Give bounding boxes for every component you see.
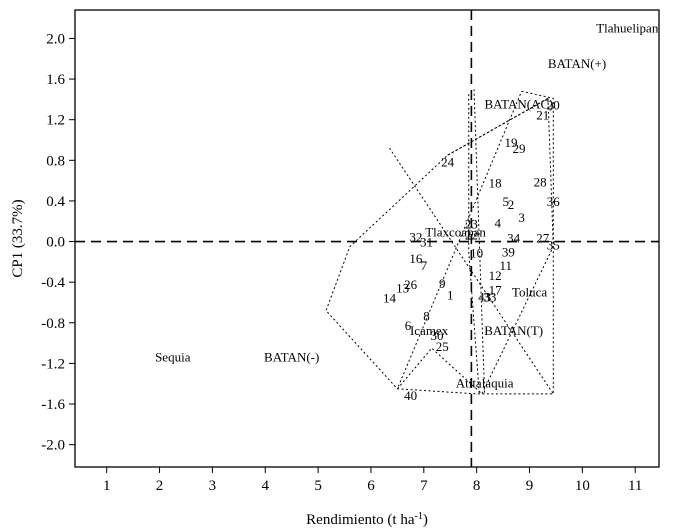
x-tick-label: 10	[575, 478, 590, 494]
genotype-point: 35	[547, 238, 560, 253]
x-tick-label: 8	[473, 478, 481, 494]
genotype-point: 1	[447, 287, 454, 302]
y-tick-label: -0.8	[41, 316, 65, 332]
genotype-point: 12	[489, 268, 502, 283]
genotype-point: 20	[547, 97, 560, 112]
genotype-point: 11	[499, 258, 512, 273]
genotype-point: 18	[489, 176, 502, 191]
genotype-point: 39	[502, 245, 515, 260]
genotype-point: 2	[508, 197, 515, 212]
x-axis-title: Rendimiento (t ha-1)	[306, 511, 428, 529]
genotype-point: 22	[465, 227, 478, 242]
genotype-point: 26	[404, 277, 418, 292]
plot-frame	[74, 9, 660, 468]
environment-label: BATAN(+)	[548, 56, 606, 71]
environment-label: BATAN(AC)	[484, 96, 553, 111]
y-tick-label: 1.6	[46, 72, 65, 88]
y-tick-label: -0.4	[41, 275, 65, 291]
y-tick-label: 0.0	[46, 235, 65, 251]
x-tick-label: 3	[209, 478, 217, 494]
genotype-point: 5	[502, 194, 509, 209]
x-tick-label: 9	[526, 478, 534, 494]
environment-label: Icamex	[410, 323, 449, 338]
genotype-point: 40	[404, 388, 417, 403]
y-tick-label: 0.4	[46, 194, 65, 210]
x-tick-label: 5	[314, 478, 322, 494]
genotype-point: 9	[439, 276, 446, 291]
environment-label: Atitalaquia	[456, 376, 514, 391]
y-tick-label: -2.0	[41, 438, 65, 454]
environment-labels: Tlahuelipan BATAN(+) BATAN(AC) Tlaxcoapan To…	[155, 20, 659, 390]
reference-lines	[75, 10, 659, 467]
x-tick-label: 2	[156, 478, 164, 494]
environment-label: Toluca	[512, 284, 547, 299]
y-tick-label: -1.2	[41, 356, 65, 372]
y-axis-title: CP1 (33.7%)	[10, 199, 26, 277]
genotype-point: 24	[441, 154, 455, 169]
environment-label: Tlaxcoapan	[425, 224, 486, 239]
genotype-point: 3	[518, 210, 525, 225]
genotype-point: 30	[431, 328, 444, 343]
genotype-point: 16	[409, 251, 423, 266]
x-tick-label: 1	[103, 478, 111, 494]
x-tick-label: 4	[262, 478, 270, 494]
environment-label: BATAN(-)	[264, 349, 319, 364]
x-tick-label: 11	[628, 478, 642, 494]
genotype-point: 13	[396, 280, 409, 295]
plot-frame-group	[74, 9, 660, 468]
genotype-point: 19	[505, 135, 518, 150]
genotype-point: 25	[436, 339, 449, 354]
genotype-point: 23	[465, 216, 478, 231]
hull-lines	[325, 89, 554, 395]
x-axis-ticks: 1 2 3 4 5 6 7 8 9 10 11	[103, 467, 642, 494]
genotype-point: 17	[489, 282, 503, 297]
genotype-point: 8	[423, 309, 430, 324]
genotype-point: 33	[483, 289, 496, 304]
genotype-point: 27	[536, 231, 550, 246]
x-tick-label: 6	[367, 478, 375, 494]
genotype-point: 31	[420, 235, 433, 250]
genotype-point: 4	[495, 215, 502, 230]
genotype-point: 14	[383, 290, 397, 305]
environment-label: Tlahuelipan	[596, 20, 659, 35]
y-tick-label: -1.6	[41, 397, 65, 413]
genotype-point: 21	[536, 108, 549, 123]
genotype-point: 34	[507, 231, 521, 246]
genotype-point: 10	[470, 246, 483, 261]
y-tick-label: 0.8	[46, 153, 65, 169]
y-axis-ticks: 2.0 1.6 1.2 0.8 0.4 0.0 -0.4 -0.8 -1.2 -1.6 -2.0	[41, 31, 75, 454]
x-tick-label: 7	[420, 478, 428, 494]
genotype-labels: 1234567891011121314161718192021222324252…	[383, 97, 560, 402]
environment-label: BATAN(T)	[484, 323, 543, 338]
genotype-point: 28	[534, 175, 547, 190]
genotype-point: 7	[421, 258, 428, 273]
genotype-point: 29	[512, 141, 525, 156]
hull-line-3	[468, 94, 480, 394]
genotype-point: 36	[547, 194, 561, 209]
genotype-point: 6	[405, 318, 412, 333]
genotype-point: 32	[409, 229, 422, 244]
hull-line-5	[447, 97, 549, 156]
genotype-point: 43	[478, 289, 491, 304]
y-tick-label: 2.0	[46, 31, 65, 47]
y-tick-label: 1.2	[46, 113, 65, 129]
environment-label: Sequia	[155, 349, 191, 364]
hull-line-1	[396, 90, 554, 395]
hull-line-4	[473, 89, 486, 394]
